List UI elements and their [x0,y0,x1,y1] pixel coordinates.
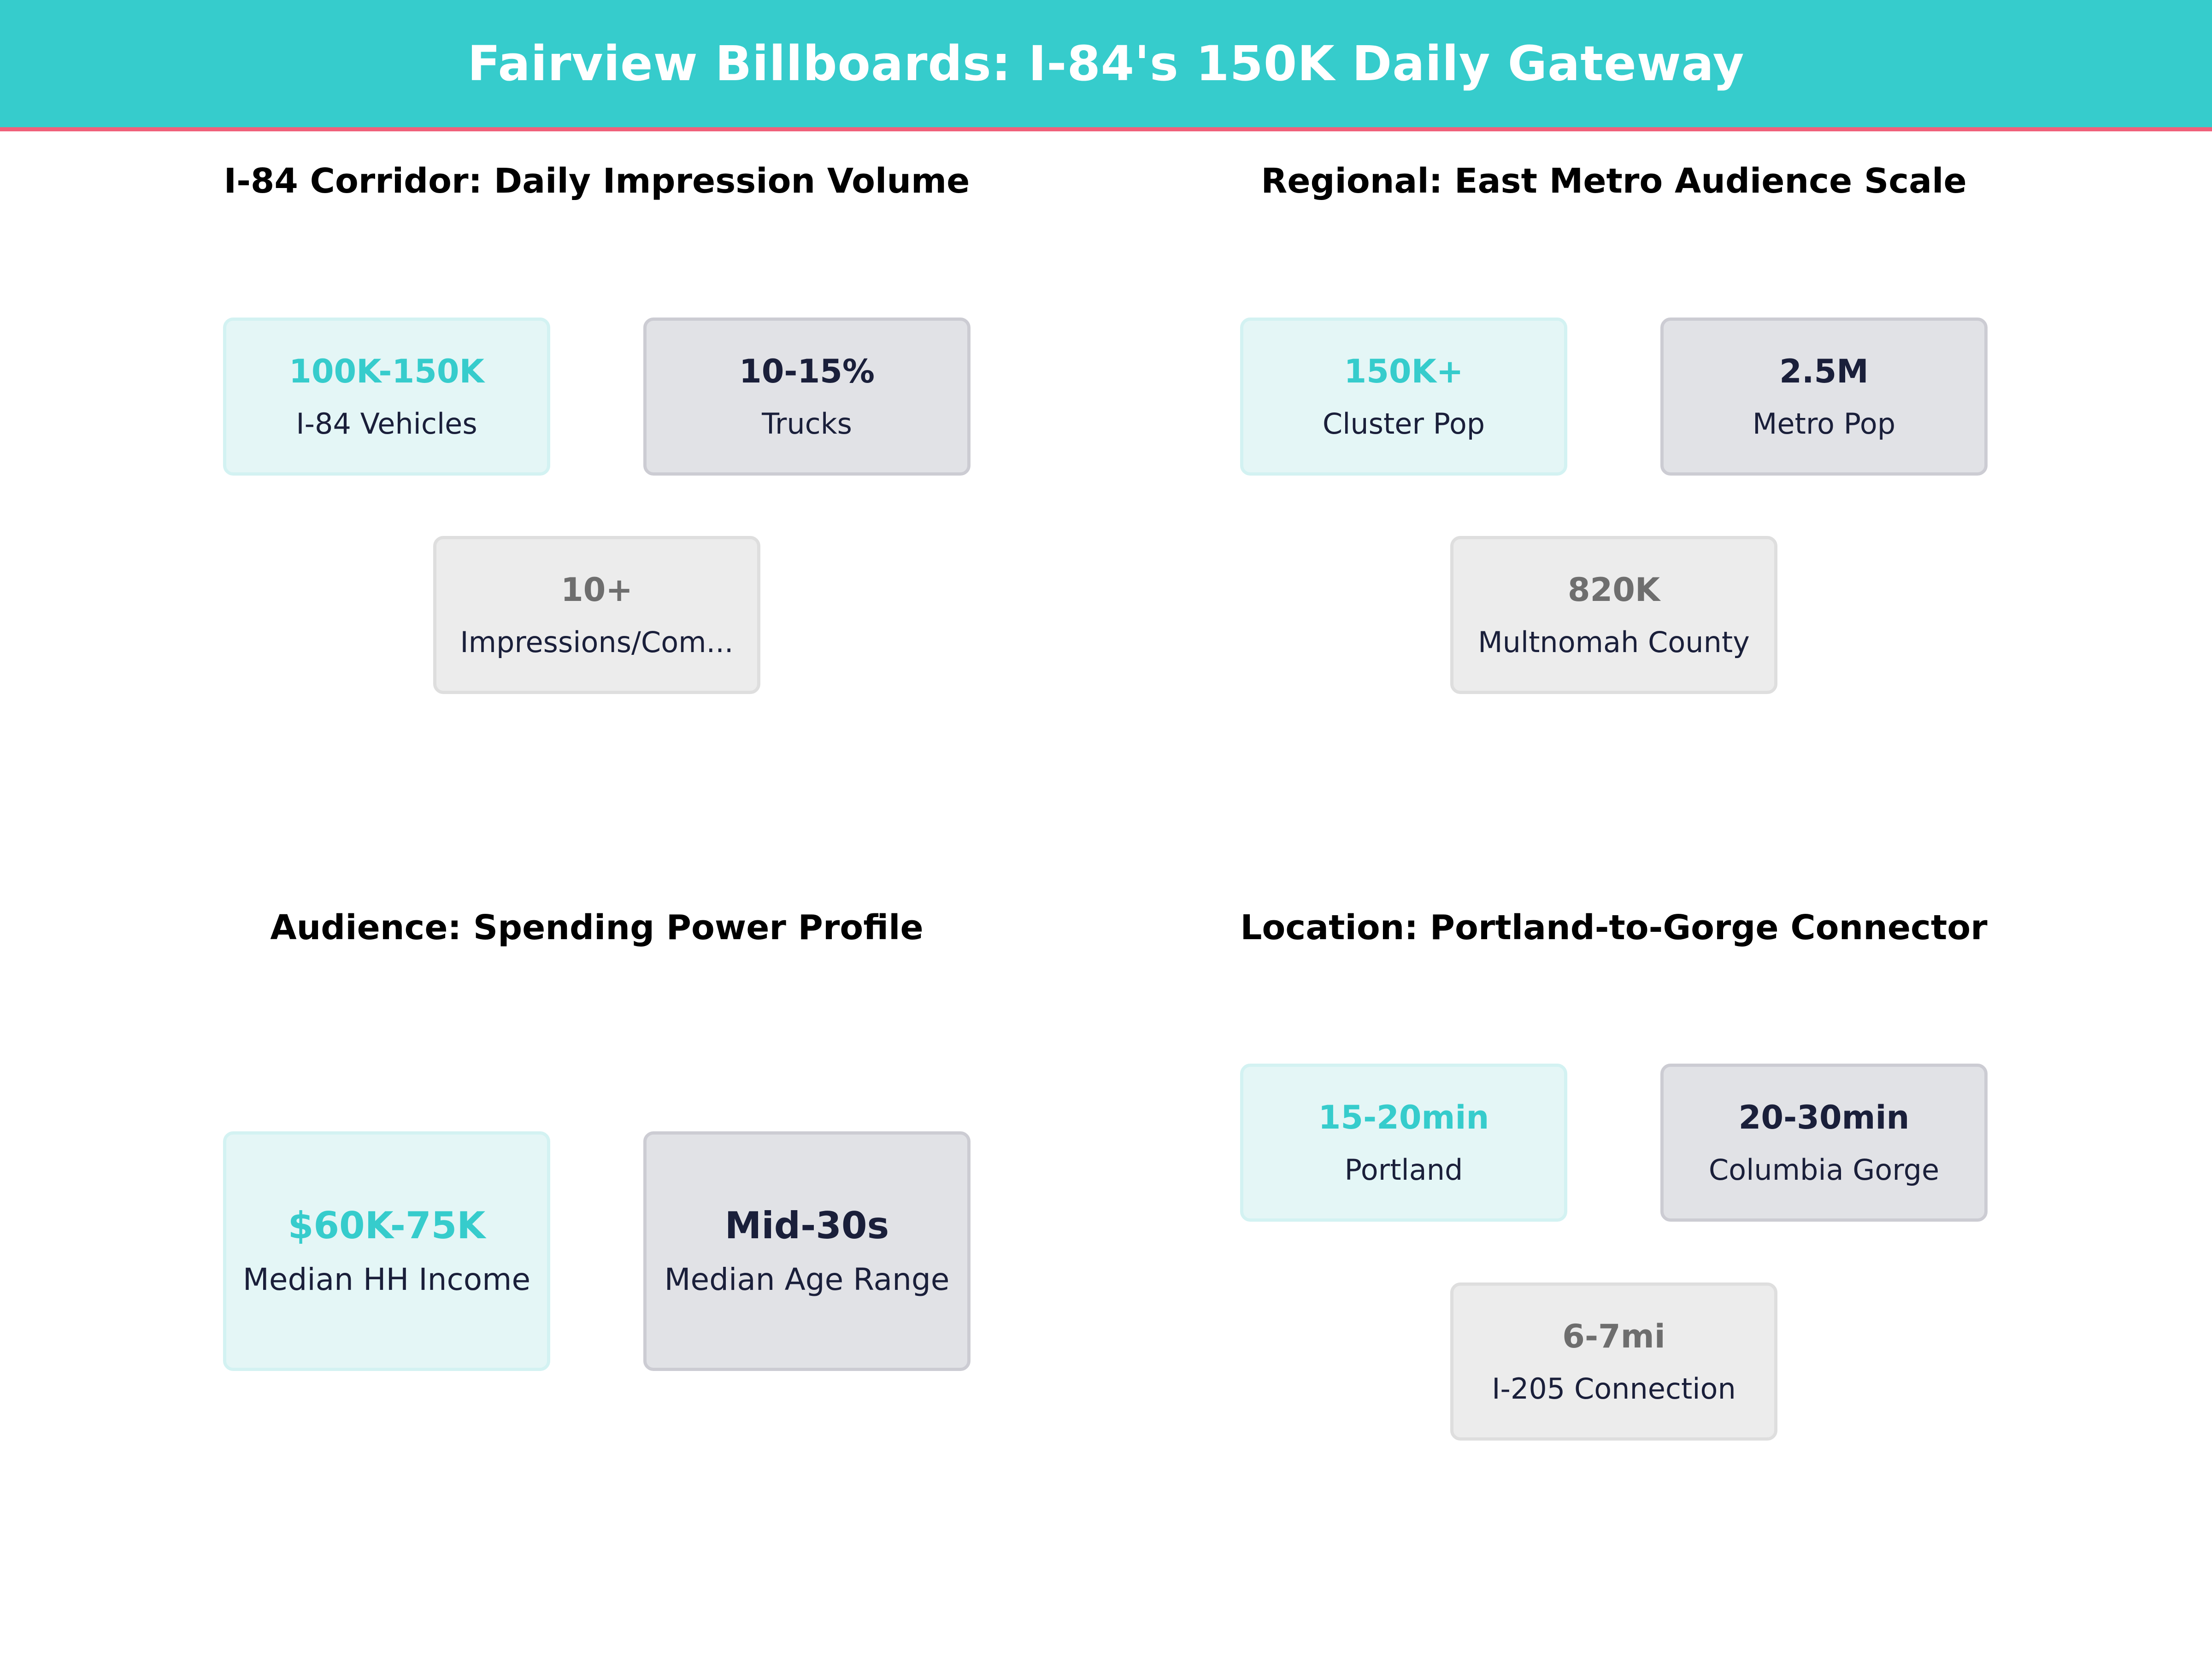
stat-label: Metro Pop [1752,406,1896,441]
stat-value: 6-7mi [1562,1317,1665,1355]
stat-label: I-84 Vehicles [296,406,477,441]
stat-card-impressions: 10+ Impressions/Com... [433,536,760,694]
stat-label: I-205 Connection [1492,1371,1736,1406]
stat-card-portland: 15-20min Portland [1240,1064,1567,1222]
stat-card-trucks: 10-15% Trucks [643,318,971,476]
stat-value: 15-20min [1318,1098,1489,1136]
stat-value: 100K-150K [289,352,484,390]
header-banner: Fairview Billboards: I-84's 150K Daily G… [0,0,2212,127]
panel-title: Regional: East Metro Audience Scale [1261,161,1967,201]
stat-card-i205-connection: 6-7mi I-205 Connection [1450,1282,1777,1441]
stat-value: 20-30min [1738,1098,1910,1136]
stat-card-cluster-pop: 150K+ Cluster Pop [1240,318,1567,476]
stat-value: 10-15% [739,352,875,390]
stat-value: 150K+ [1344,352,1464,390]
stat-value: Mid-30s [724,1204,889,1247]
stat-value: 820K [1567,571,1660,609]
header-accent-line [0,127,2212,131]
stat-card-median-income: $60K-75K Median HH Income [223,1131,550,1371]
stat-value: 10+ [560,571,633,609]
stat-card-i84-vehicles: 100K-150K I-84 Vehicles [223,318,550,476]
stat-label: Median Age Range [664,1262,950,1297]
stat-label: Multnomah County [1478,625,1750,659]
stat-label: Columbia Gorge [1708,1153,1940,1187]
stat-card-median-age: Mid-30s Median Age Range [643,1131,971,1371]
stat-label: Impressions/Com... [460,625,734,659]
stat-label: Median HH Income [242,1262,531,1297]
stat-value: $60K-75K [288,1204,486,1247]
stat-card-metro-pop: 2.5M Metro Pop [1660,318,1988,476]
panel-title: Audience: Spending Power Profile [270,908,924,947]
stat-label: Portland [1344,1153,1463,1187]
stat-card-columbia-gorge: 20-30min Columbia Gorge [1660,1064,1988,1222]
panel-title: I-84 Corridor: Daily Impression Volume [224,161,970,201]
stat-label: Trucks [762,406,852,441]
stat-card-multnomah-county: 820K Multnomah County [1450,536,1777,694]
page-title: Fairview Billboards: I-84's 150K Daily G… [467,35,1745,92]
stat-label: Cluster Pop [1322,406,1485,441]
panel-title: Location: Portland-to-Gorge Connector [1240,908,1988,947]
stat-value: 2.5M [1779,352,1869,390]
